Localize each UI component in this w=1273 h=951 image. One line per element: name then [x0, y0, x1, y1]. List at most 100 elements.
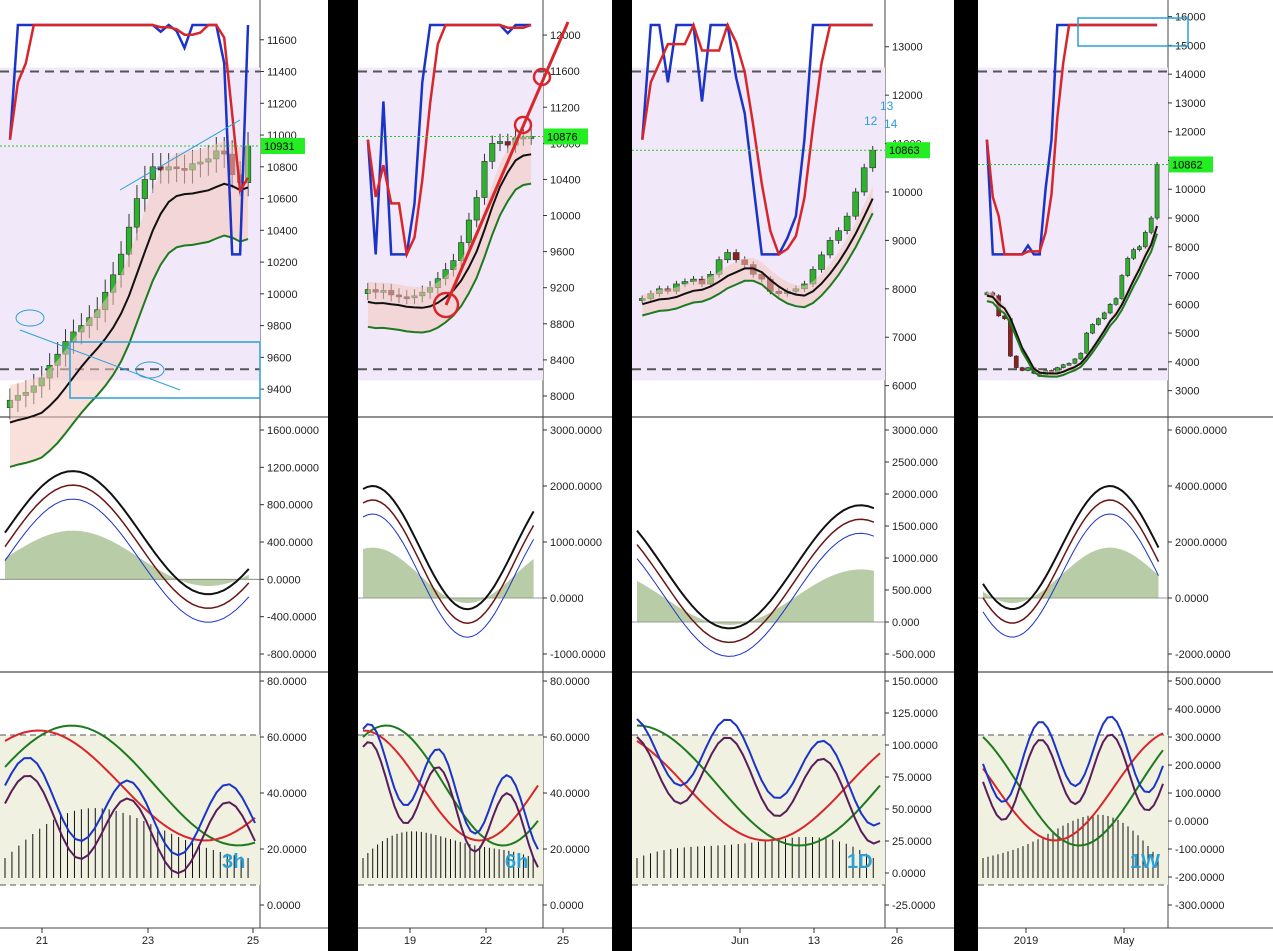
macd-signal-line: [636, 518, 875, 644]
macd-tick-label: 1200.0000: [267, 462, 319, 474]
price-tick-label: 6000: [1175, 299, 1199, 311]
macd-tick-label: 1600.0000: [267, 425, 319, 437]
timeframe-label: 1W: [1130, 851, 1160, 873]
lower-band-line: [367, 182, 532, 334]
macd-tick-label: 6000.0000: [1175, 425, 1227, 437]
macd-tick-label: 400.0000: [267, 537, 313, 549]
macd-aux-line: [982, 513, 1159, 638]
macd-tick-label: 500.000: [892, 585, 932, 597]
annotation-box: [69, 341, 261, 399]
osc-tick-label: 60.0000: [267, 732, 307, 744]
trendline: [444, 21, 570, 306]
current-price-tag: [1169, 156, 1213, 173]
osc-tick-label: 0.0000: [1175, 816, 1209, 828]
candle: [1148, 215, 1154, 235]
osc-tick-label: 0.0000: [267, 900, 301, 912]
macd-tick-label: 1000.000: [892, 553, 938, 565]
osc-tick-label: 80.0000: [550, 676, 590, 688]
macd-tick-label: 3000.000: [892, 425, 938, 437]
macd-histogram-area: [637, 569, 874, 625]
candle: [1078, 352, 1084, 360]
candle: [1072, 358, 1078, 365]
price-tick-label: 13000: [892, 42, 923, 54]
candle: [1119, 273, 1125, 300]
osc-purple-line: [4, 774, 256, 875]
price-tick-label: 10000: [1175, 184, 1206, 196]
current-price-label: 10862: [1172, 159, 1203, 171]
osc-tick-label: 50.0000: [892, 804, 932, 816]
osc-tick-label: -100.0000: [1175, 844, 1225, 856]
candle: [1025, 366, 1031, 372]
macd-signal-line: [982, 499, 1160, 624]
osc-tick-label: 0.0000: [550, 900, 584, 912]
macd-tick-label: 0.000: [892, 617, 920, 629]
price-tick-label: 4000: [1175, 357, 1199, 369]
price-tick-label: 10000: [267, 289, 298, 301]
price-tick-label: 9600: [267, 352, 291, 364]
candle: [1066, 362, 1072, 366]
price-tick-label: 10400: [267, 225, 298, 237]
price-tick-label: 9400: [267, 384, 291, 396]
candle: [473, 190, 480, 228]
current-price-tag: [544, 128, 588, 145]
price-tick-label: 7000: [892, 332, 916, 344]
osc-tick-label: 100.0000: [1175, 788, 1221, 800]
timeframe-label: 1D: [847, 851, 873, 873]
price-tick-label: 10800: [267, 162, 298, 174]
candle: [1125, 256, 1131, 278]
osc-blue-line: [4, 756, 256, 857]
price-tick-label: 8000: [1175, 242, 1199, 254]
osc-tick-label: 40.0000: [550, 788, 590, 800]
overbought-zone: [358, 67, 543, 381]
price-tick-label: 11600: [550, 66, 580, 78]
x-tick-label: 22: [480, 935, 492, 947]
candle: [852, 188, 859, 220]
envelope-band: [642, 186, 873, 316]
osc-tick-label: -300.0000: [1175, 900, 1225, 912]
macd-tick-label: 0.0000: [550, 593, 584, 605]
osc-tick-label: 20.0000: [267, 844, 307, 856]
current-price-label: 10931: [264, 141, 295, 153]
candle: [1096, 317, 1101, 326]
candle: [465, 212, 472, 250]
stoch-d-line: [8, 23, 250, 195]
timeframe-label: 6h: [505, 851, 528, 873]
osc-blue-line: [362, 723, 539, 850]
price-tick-label: 8000: [892, 284, 916, 296]
candle: [732, 249, 740, 264]
candle: [1142, 230, 1148, 249]
candle: [1060, 363, 1066, 369]
moving-average-line: [9, 182, 249, 424]
annotation-circle: [15, 309, 45, 327]
osc-tick-label: 0.0000: [892, 868, 926, 880]
macd-tick-label: -500.000: [892, 649, 935, 661]
osc-tick-label: 500.0000: [1175, 676, 1221, 688]
candle: [497, 133, 504, 152]
candle: [860, 163, 868, 196]
osc-red-line: [4, 729, 256, 842]
osc-purple-line: [362, 741, 539, 868]
osc-tick-label: 150.0000: [892, 676, 938, 688]
osc-tick-label: -200.0000: [1175, 872, 1225, 884]
candle: [724, 249, 731, 264]
macd-aux-line: [4, 498, 250, 623]
annotation-circle: [432, 291, 460, 319]
osc-tick-label: -25.0000: [892, 900, 935, 912]
osc-purple-line: [636, 736, 881, 845]
x-tick-label: 13: [808, 935, 820, 947]
candle: [1084, 331, 1090, 355]
candle: [1154, 161, 1160, 221]
envelope-band: [367, 129, 532, 333]
osc-red-line: [982, 732, 1164, 842]
macd-tick-label: -2000.0000: [1175, 649, 1231, 661]
candle: [1013, 355, 1019, 369]
price-tick-label: 10400: [550, 174, 581, 186]
macd-tick-label: 1000.0000: [550, 537, 602, 549]
current-price-label: 10876: [547, 131, 578, 143]
price-tick-label: 9000: [892, 235, 916, 247]
macd-tick-label: 2000.000: [892, 489, 938, 501]
macd-tick-label: -1000.0000: [550, 649, 606, 661]
macd-tick-label: 4000.0000: [1175, 481, 1227, 493]
price-tick-label: 11600: [267, 35, 297, 47]
osc-red-line: [362, 729, 539, 842]
